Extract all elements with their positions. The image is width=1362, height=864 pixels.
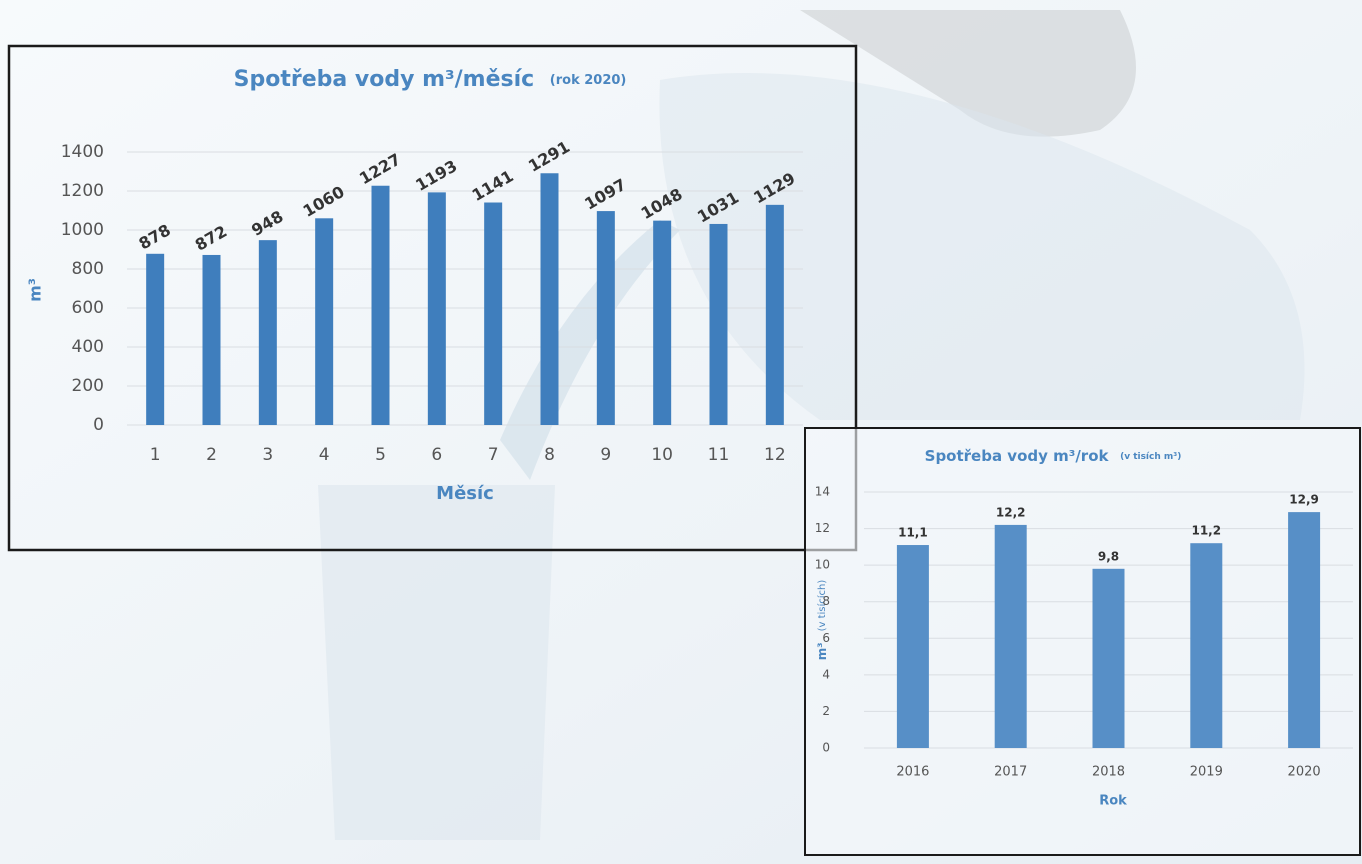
bar <box>1093 569 1125 748</box>
x-tick-label: 5 <box>375 445 386 465</box>
subtitle-text: (v tisích m³) <box>1120 452 1181 462</box>
x-tick-label: 1 <box>150 445 161 465</box>
bar <box>1288 512 1320 748</box>
x-tick-label: 8 <box>544 445 555 465</box>
x-tick-label: 10 <box>651 445 673 465</box>
y-tick-label: 800 <box>72 259 104 279</box>
x-tick-label: 2016 <box>896 765 929 780</box>
x-tick-label: 3 <box>262 445 273 465</box>
y-tick-label: 4 <box>822 667 830 681</box>
y-tick-label: 0 <box>822 741 830 755</box>
bar <box>897 545 929 748</box>
chart-canvas: Spotřeba vody m³/měsíc (rok 2020) Měsíc … <box>0 0 1362 864</box>
y-tick-label: 1000 <box>61 220 104 240</box>
y-tick-label: 10 <box>815 558 830 572</box>
chart-yearly: Spotřeba vody m³/rok (v tisích m³) Rok m… <box>805 428 1360 855</box>
bar <box>653 221 671 425</box>
x-tick-label: 2019 <box>1190 765 1223 780</box>
y-tick-label: 1400 <box>61 142 104 162</box>
x-tick-label: 7 <box>488 445 499 465</box>
page: {"chart_data": [ {"type": "bar", "title"… <box>0 0 1362 864</box>
x-tick-label: 12 <box>764 445 786 465</box>
bar <box>146 254 164 425</box>
decor-glass <box>318 485 555 840</box>
y-tick-label: 200 <box>72 376 104 396</box>
bar <box>372 186 390 425</box>
value-label: 9,8 <box>1098 549 1119 563</box>
bar <box>710 224 728 425</box>
y-tick-label: 12 <box>815 521 830 535</box>
bar <box>1190 543 1222 748</box>
x-axis-label: Měsíc <box>436 483 494 504</box>
x-tick-label: 11 <box>708 445 730 465</box>
y-tick-label: 14 <box>815 485 830 499</box>
value-label: 11,1 <box>898 526 928 540</box>
bar <box>259 240 277 425</box>
bar <box>766 205 784 425</box>
y-tick-label: 2 <box>822 704 830 718</box>
subtitle-text: (rok 2020) <box>550 73 627 88</box>
title-text: Spotřeba vody m³/měsíc <box>234 67 535 92</box>
bar <box>428 192 446 425</box>
x-tick-label: 2020 <box>1288 765 1321 780</box>
x-tick-label: 6 <box>431 445 442 465</box>
y-tick-label: 600 <box>72 298 104 318</box>
bar <box>484 203 502 425</box>
y-tick-label: 400 <box>72 337 104 357</box>
value-label: 12,2 <box>996 505 1026 519</box>
x-tick-label: 2017 <box>994 765 1027 780</box>
y-tick-label: 1200 <box>61 181 104 201</box>
bar <box>315 218 333 425</box>
x-axis-label: Rok <box>1099 794 1127 809</box>
bar <box>203 255 221 425</box>
value-label: 12,9 <box>1289 493 1319 507</box>
bar <box>541 173 559 425</box>
x-tick-label: 4 <box>319 445 330 465</box>
y-tick-label: 8 <box>822 594 830 608</box>
x-tick-label: 9 <box>600 445 611 465</box>
x-tick-label: 2 <box>206 445 217 465</box>
y-label-unit: m³ <box>815 643 829 661</box>
x-tick-label: 2018 <box>1092 765 1125 780</box>
y-tick-label: 6 <box>822 631 830 645</box>
title-text: Spotřeba vody m³/rok <box>925 447 1110 465</box>
bar <box>995 525 1027 748</box>
y-axis-label: m³ <box>26 278 45 302</box>
y-tick-label: 0 <box>93 415 104 435</box>
bar <box>597 211 615 425</box>
value-label: 11,2 <box>1191 524 1221 538</box>
